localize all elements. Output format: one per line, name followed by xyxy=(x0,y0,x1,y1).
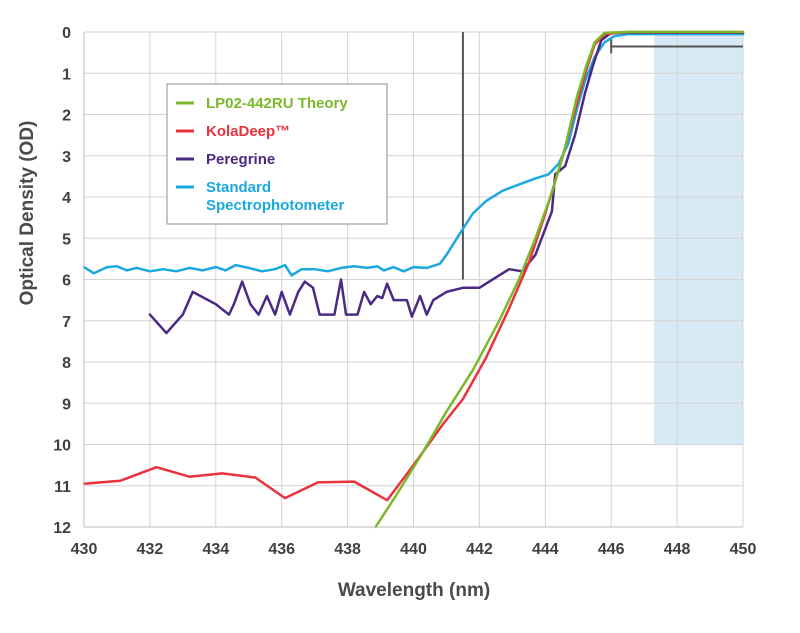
x-tick-label: 436 xyxy=(268,541,295,558)
series-line-koladeep xyxy=(82,30,745,502)
legend-label-spectrophotometer-line2: Spectrophotometer xyxy=(206,197,345,214)
x-tick-label: 448 xyxy=(664,541,691,558)
legend: LP02-442RU Theory KolaDeep™ Peregrine St… xyxy=(166,83,388,225)
y-tick-label: 9 xyxy=(62,396,71,413)
x-tick-label: 442 xyxy=(466,541,493,558)
annotation-layer xyxy=(461,32,743,280)
legend-label-theory: LP02-442RU Theory xyxy=(206,95,348,112)
y-axis-title: Optical Density (OD) xyxy=(17,121,38,306)
y-tick-label: 3 xyxy=(62,149,71,166)
y-tick-label: 1 xyxy=(62,66,71,83)
x-tick-label: 434 xyxy=(202,541,229,558)
tick-label-layer: 430 432 434 436 438 440 442 444 446 448 4500123456… xyxy=(53,25,756,558)
y-tick-label: 4 xyxy=(62,190,71,207)
y-tick-label: 6 xyxy=(62,273,71,290)
y-tick-label: 7 xyxy=(62,314,71,331)
x-tick-label: 432 xyxy=(137,541,164,558)
y-tick-label: 10 xyxy=(53,438,71,455)
x-axis-title: Wavelength (nm) xyxy=(338,580,490,601)
y-tick-label: 0 xyxy=(62,25,71,42)
x-tick-label: 446 xyxy=(598,541,625,558)
y-tick-label: 12 xyxy=(53,520,71,537)
x-tick-label: 450 xyxy=(730,541,757,558)
y-tick-label: 8 xyxy=(62,355,71,372)
series-line-theory xyxy=(374,30,745,529)
series-line-spectrophotometer xyxy=(82,32,745,277)
legend-box xyxy=(166,83,388,225)
y-tick-label: 5 xyxy=(62,231,71,248)
x-tick-label: 438 xyxy=(334,541,361,558)
y-tick-label: 11 xyxy=(54,479,71,496)
legend-label-spectrophotometer: Standard xyxy=(206,179,271,196)
y-tick-label: 2 xyxy=(62,108,71,125)
x-tick-label: 440 xyxy=(400,541,427,558)
series-layer xyxy=(82,30,745,529)
x-tick-label: 444 xyxy=(532,541,559,558)
axis-layer xyxy=(83,32,743,528)
series-line-peregrine xyxy=(148,31,745,335)
x-tick-label: 430 xyxy=(71,541,98,558)
legend-label-peregrine: Peregrine xyxy=(206,151,275,168)
legend-label-koladeep: KolaDeep™ xyxy=(206,123,290,140)
